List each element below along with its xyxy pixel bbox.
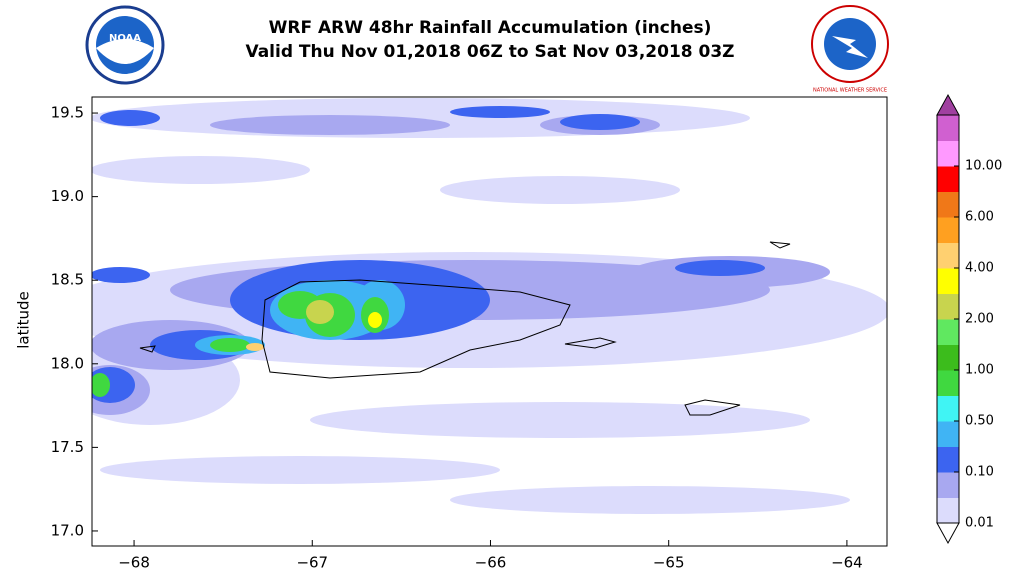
- colorbar-tick-label: 4.00: [965, 261, 994, 276]
- plot-frame: [91, 96, 888, 547]
- x-tick-label: −68: [118, 554, 150, 572]
- chart-title: WRF ARW 48hr Rainfall Accumulation (inch…: [269, 18, 712, 38]
- colorbar-tick-label: 10.00: [965, 159, 1002, 174]
- colorbar-band: [937, 344, 959, 371]
- y-tick-label: 18.5: [51, 271, 84, 289]
- x-tick-label: −66: [475, 554, 507, 572]
- colorbar-band: [937, 497, 959, 524]
- colorbar-band: [937, 370, 959, 396]
- logo-text: NOAA: [109, 33, 141, 44]
- colorbar-band: [937, 421, 959, 447]
- logo-text: NATIONAL WEATHER SERVICE: [813, 88, 887, 94]
- colorbar-tick-label: 0.01: [965, 516, 994, 531]
- x-tick-label: −67: [296, 554, 328, 572]
- colorbar-tick-label: 0.50: [965, 414, 994, 429]
- y-tick-label: 17.0: [51, 521, 84, 539]
- colorbar-band: [937, 319, 959, 345]
- colorbar-tick-label: 0.10: [965, 465, 994, 480]
- nws-logo: NATIONAL WEATHER SERVICE: [811, 5, 889, 94]
- x-tick-label: −65: [653, 554, 685, 572]
- colorbar-band: [937, 140, 959, 167]
- y-tick-label: 19.5: [51, 104, 84, 122]
- colorbar-band: [937, 166, 959, 192]
- x-tick-label: −64: [831, 554, 863, 572]
- colorbar-band: [937, 115, 959, 141]
- colorbar-band: [937, 217, 959, 243]
- y-tick-label: 19.0: [51, 187, 84, 205]
- noaa-logo: NOAA: [85, 5, 165, 85]
- colorbar-tick-label: 2.00: [965, 312, 994, 327]
- colorbar-tick-label: 6.00: [965, 210, 994, 225]
- colorbar-band: [937, 293, 959, 320]
- colorbar-under: [936, 522, 960, 545]
- colorbar-tick-label: 1.00: [965, 363, 994, 378]
- y-tick-label: 17.5: [51, 438, 84, 456]
- chart-subtitle: Valid Thu Nov 01,2018 06Z to Sat Nov 03,…: [245, 42, 734, 62]
- colorbar-band: [937, 446, 959, 473]
- colorbar-band: [937, 268, 959, 294]
- colorbar-band: [937, 395, 959, 422]
- y-tick-label: 18.0: [51, 354, 84, 372]
- colorbar-band: [937, 242, 959, 269]
- coastlines: [139, 241, 791, 416]
- rainfall-field: [92, 98, 887, 514]
- colorbar-over: [936, 93, 960, 116]
- colorbar-band: [937, 191, 959, 218]
- colorbar-band: [937, 472, 959, 498]
- y-axis-label: latitude: [15, 291, 33, 349]
